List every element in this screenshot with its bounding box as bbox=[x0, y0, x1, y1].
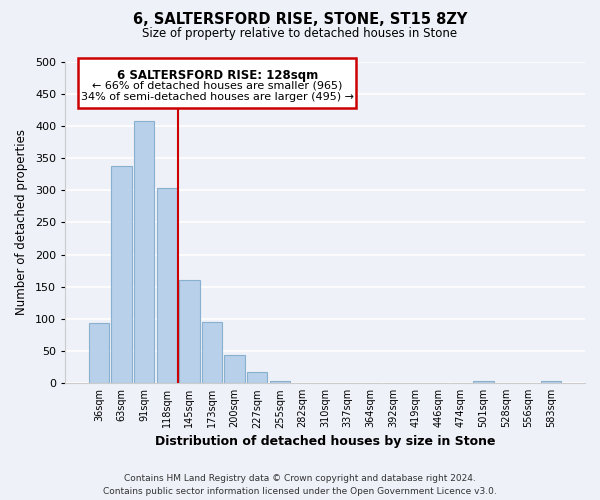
Text: Size of property relative to detached houses in Stone: Size of property relative to detached ho… bbox=[142, 28, 458, 40]
Text: 6, SALTERSFORD RISE, STONE, ST15 8ZY: 6, SALTERSFORD RISE, STONE, ST15 8ZY bbox=[133, 12, 467, 28]
Bar bbox=[224, 355, 245, 383]
FancyBboxPatch shape bbox=[78, 58, 356, 108]
Y-axis label: Number of detached properties: Number of detached properties bbox=[15, 130, 28, 316]
Bar bbox=[157, 188, 177, 383]
Bar bbox=[179, 280, 200, 383]
Text: 34% of semi-detached houses are larger (495) →: 34% of semi-detached houses are larger (… bbox=[80, 92, 353, 102]
Bar bbox=[112, 166, 131, 383]
Bar bbox=[269, 380, 290, 383]
Bar bbox=[134, 120, 154, 383]
Text: ← 66% of detached houses are smaller (965): ← 66% of detached houses are smaller (96… bbox=[92, 80, 343, 90]
Text: 6 SALTERSFORD RISE: 128sqm: 6 SALTERSFORD RISE: 128sqm bbox=[116, 68, 318, 82]
Bar bbox=[473, 382, 494, 383]
Bar bbox=[89, 324, 109, 383]
Bar bbox=[541, 382, 562, 383]
Bar bbox=[202, 322, 222, 383]
X-axis label: Distribution of detached houses by size in Stone: Distribution of detached houses by size … bbox=[155, 434, 495, 448]
Text: Contains HM Land Registry data © Crown copyright and database right 2024.
Contai: Contains HM Land Registry data © Crown c… bbox=[103, 474, 497, 496]
Bar bbox=[247, 372, 268, 383]
